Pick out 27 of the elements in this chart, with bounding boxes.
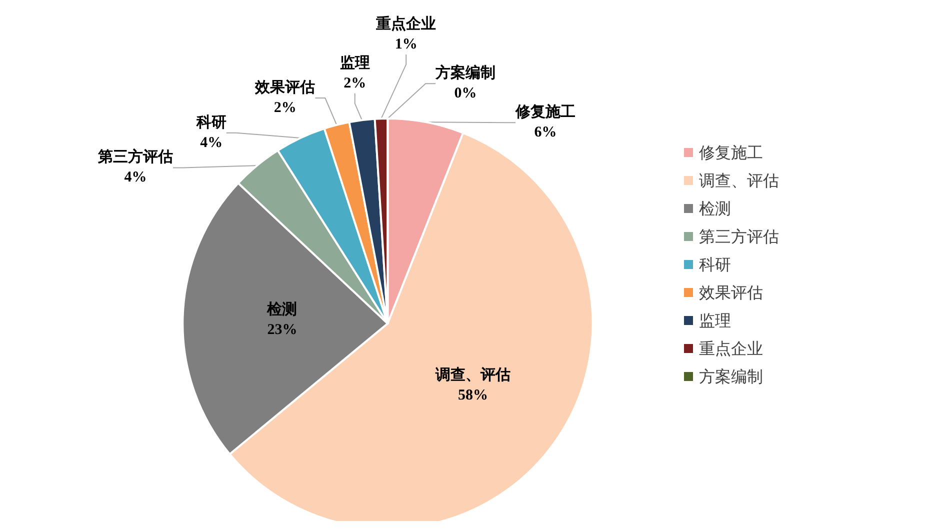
slice-label: 调查、评估 — [434, 366, 511, 384]
data-label: 1% — [394, 36, 418, 52]
data-label: 6% — [534, 124, 557, 141]
data-label: 2% — [274, 100, 296, 116]
slice-label: 效果评估 — [254, 78, 316, 96]
legend-label: 重点企业 — [699, 339, 763, 358]
data-label: 58% — [458, 388, 488, 404]
slice-label: 检测 — [266, 301, 298, 318]
data-label: 4% — [200, 134, 223, 151]
legend-label: 第三方评估 — [699, 227, 779, 246]
slice-label: 第三方评估 — [97, 148, 174, 166]
data-label: 23% — [267, 322, 298, 338]
legend-label: 效果评估 — [699, 283, 763, 302]
slice-label: 重点企业 — [375, 15, 436, 32]
slice-label: 监理 — [340, 54, 370, 72]
legend-label: 检测 — [699, 199, 731, 218]
data-label: 4% — [124, 170, 147, 186]
data-label: 2% — [344, 75, 366, 92]
legend-label: 调查、评估 — [699, 171, 779, 190]
legend-label: 科研 — [699, 255, 731, 274]
text: 0% — [454, 86, 477, 102]
legend-label: 修复施工 — [699, 143, 763, 162]
slice-label: 修复施工 — [514, 104, 576, 121]
category-label: 方案编制 — [436, 66, 496, 82]
legend-label: 监理 — [699, 311, 731, 330]
slice-label: 科研 — [195, 114, 226, 131]
legend-label: 方案编制 — [699, 367, 763, 386]
